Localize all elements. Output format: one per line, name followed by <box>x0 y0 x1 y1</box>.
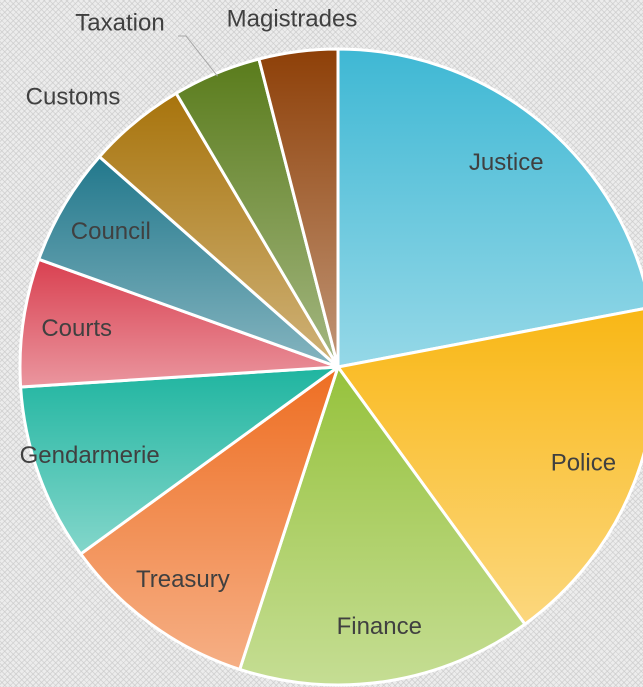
slice-shade <box>80 367 338 670</box>
slice-shade <box>20 367 338 554</box>
slice-label: Gendarmerie <box>20 442 160 469</box>
slice-label: Customs <box>26 83 121 110</box>
slice-shade <box>20 259 339 387</box>
slice-label: Police <box>551 450 616 477</box>
slice-label: Treasury <box>136 566 230 593</box>
slice-label: Finance <box>337 613 422 640</box>
slice-shade <box>99 93 338 368</box>
leader-line <box>178 35 218 77</box>
slice-label: Council <box>71 218 151 245</box>
slice-shade <box>38 156 338 367</box>
slice-label: Courts <box>41 315 112 342</box>
slice-shade <box>258 49 338 367</box>
slice-label: Taxation <box>75 9 164 36</box>
slice-shade <box>239 367 525 685</box>
slice-label: Magistrades <box>227 5 358 32</box>
slice-shade <box>338 49 643 367</box>
slice-label: Justice <box>469 149 544 176</box>
slice-shade <box>338 308 643 625</box>
slice-shade <box>176 58 338 368</box>
